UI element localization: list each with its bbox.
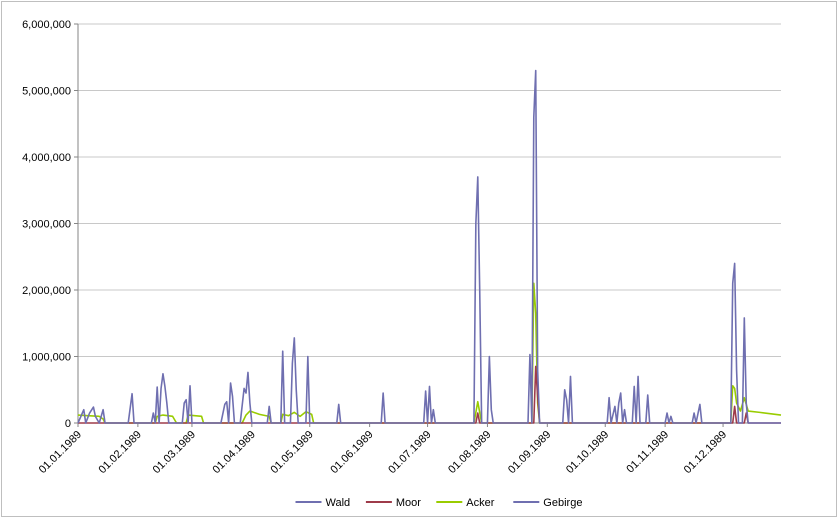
y-tick-label: 6,000,000 bbox=[22, 19, 71, 31]
legend: Wald Moor Acker Gebirge bbox=[295, 497, 582, 509]
y-tick-label: 5,000,000 bbox=[22, 86, 71, 98]
legend-label: Gebirge bbox=[543, 497, 582, 509]
y-tick-label: 0 bbox=[65, 418, 71, 430]
y-tick-label: 4,000,000 bbox=[22, 152, 71, 164]
x-tick-label: 01.05.1989 bbox=[268, 429, 315, 476]
x-tick-label: 01.07.1989 bbox=[386, 429, 433, 476]
y-tick-label: 2,000,000 bbox=[22, 285, 71, 297]
x-tick-label: 01.04.1989 bbox=[211, 429, 258, 476]
x-axis: 01.01.1989 01.02.1989 01.03.1989 01.04.1989… bbox=[37, 422, 781, 476]
gridlines bbox=[78, 23, 781, 357]
series-lines bbox=[77, 69, 782, 424]
series-line-acker bbox=[77, 282, 782, 424]
x-tick-label: 01.06.1989 bbox=[328, 429, 375, 476]
x-tick-label: 01.08.1989 bbox=[446, 429, 493, 476]
series-line-wald bbox=[77, 69, 781, 424]
x-tick-label: 01.11.1989 bbox=[624, 429, 671, 476]
legend-label: Moor bbox=[396, 497, 421, 509]
legend-label: Acker bbox=[466, 497, 494, 509]
x-tick-label: 01.03.1989 bbox=[151, 429, 198, 476]
x-tick-label: 01.12.1989 bbox=[682, 429, 729, 476]
x-tick-label: 01.10.1989 bbox=[564, 429, 611, 476]
legend-label: Wald bbox=[326, 497, 351, 509]
x-tick-label: 01.02.1989 bbox=[97, 429, 144, 476]
y-tick-label: 3,000,000 bbox=[22, 219, 71, 231]
y-tick-label: 1,000,000 bbox=[22, 352, 71, 364]
x-tick-label: 01.01.1989 bbox=[37, 429, 84, 476]
x-tick-label: 01.09.1989 bbox=[506, 429, 553, 476]
y-axis: 0 1,000,000 2,000,000 3,000,000 4,000,000 5,0… bbox=[22, 19, 79, 430]
